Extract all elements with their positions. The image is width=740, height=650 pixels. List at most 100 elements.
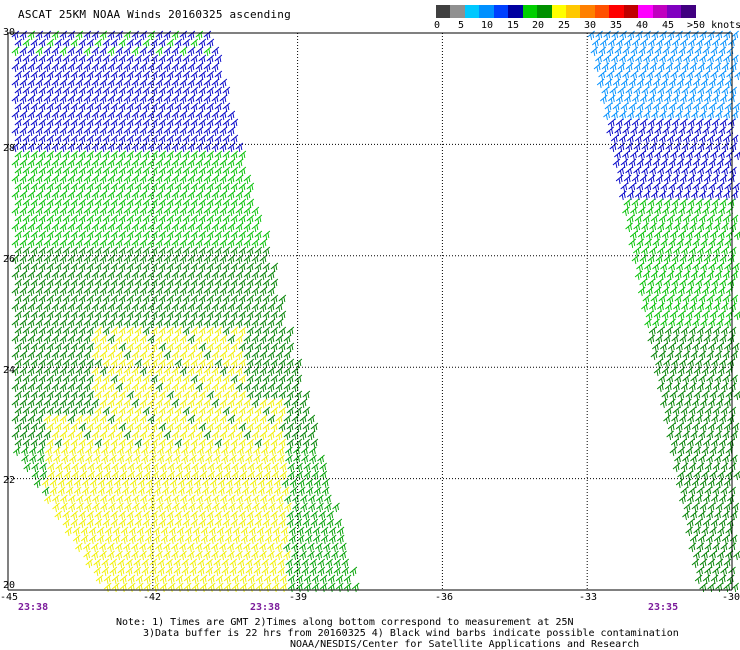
wind-barb: [309, 566, 318, 577]
wind-barb: [654, 126, 662, 137]
wind-barb: [131, 430, 140, 441]
wind-barb: [259, 398, 268, 409]
wind-barb: [142, 294, 151, 305]
wind-barb: [80, 534, 89, 545]
wind-barb: [675, 54, 683, 65]
wind-barb: [51, 350, 60, 361]
wind-barb: [283, 542, 291, 553]
wind-barb: [211, 350, 220, 361]
wind-barb: [131, 270, 140, 281]
wind-barb: [86, 182, 95, 193]
wind-barb: [601, 62, 610, 73]
wind-barb: [712, 94, 720, 105]
wind-barb: [277, 566, 286, 577]
wind-barb: [59, 126, 68, 137]
wind-barb: [710, 438, 719, 449]
wind-barb: [683, 342, 692, 353]
wind-barb: [681, 246, 689, 257]
wind-barb: [219, 94, 228, 105]
wind-barb: [688, 94, 696, 105]
wind-barb: [693, 526, 701, 537]
wind-barb: [606, 70, 614, 81]
wind-barb: [704, 542, 713, 553]
wind-barb: [335, 582, 344, 593]
wind-barb: [206, 198, 215, 209]
wind-barb: [189, 454, 197, 465]
wind-barb: [690, 190, 699, 201]
wind-barb: [230, 118, 239, 129]
wind-barb: [43, 238, 52, 249]
wind-barb: [134, 38, 143, 49]
wind-barb: [222, 134, 231, 145]
wind-barb: [349, 566, 358, 577]
wind-barb: [75, 94, 84, 105]
wind-barb: [721, 142, 730, 153]
wind-barb: [195, 174, 204, 185]
wind-barb: [134, 86, 143, 97]
wind-barb: [647, 198, 656, 209]
wind-barb: [206, 230, 215, 241]
wind-barb: [679, 334, 687, 345]
wind-barb: [134, 70, 143, 81]
wind-barb: [142, 310, 151, 321]
wind-barb: [148, 494, 156, 505]
wind-barb: [35, 206, 44, 217]
wind-barb: [254, 510, 262, 521]
wind-barb: [241, 486, 250, 497]
wind-barb: [38, 54, 47, 65]
wind-barb: [102, 182, 111, 193]
wind-barb: [235, 142, 244, 153]
wind-barb: [151, 582, 160, 593]
wind-barb: [631, 38, 640, 49]
wind-barb: [207, 574, 216, 585]
wind-barb: [131, 550, 139, 561]
wind-barb: [307, 430, 316, 441]
wind-barb: [251, 430, 260, 441]
wind-barb: [203, 382, 212, 393]
wind-barb: [230, 390, 239, 401]
wind-barb: [102, 510, 110, 521]
wind-barb: [14, 358, 23, 369]
wind-barb: [286, 390, 295, 401]
wind-barb: [166, 214, 175, 225]
wind-barb: [690, 350, 699, 361]
wind-barb: [195, 334, 204, 345]
wind-barb: [179, 254, 188, 265]
wind-barb: [668, 158, 677, 169]
wind-barb: [661, 390, 670, 401]
wind-barb: [139, 110, 148, 121]
wind-barb: [198, 38, 207, 49]
wind-barb: [207, 470, 216, 481]
wind-barb: [213, 454, 221, 465]
wind-barb: [30, 278, 39, 289]
wind-barb: [319, 574, 328, 585]
wind-barb: [686, 70, 694, 81]
wind-barb: [166, 54, 175, 65]
wind-barb: [275, 550, 283, 561]
wind-barb: [722, 214, 731, 225]
wind-barb: [139, 318, 148, 329]
wind-barb: [661, 230, 670, 241]
wind-barb: [94, 70, 103, 81]
wind-barb: [190, 406, 199, 417]
wind-barb: [223, 462, 231, 473]
wind-barb: [78, 358, 87, 369]
wind-barb: [86, 518, 95, 529]
wind-barb: [720, 94, 728, 105]
wind-barb: [65, 486, 74, 497]
wind-barb: [720, 542, 729, 553]
wind-barb: [241, 478, 250, 489]
wind-barb: [275, 318, 284, 329]
wind-barb: [53, 446, 61, 457]
wind-barb: [198, 86, 207, 97]
wind-barb: [27, 366, 36, 377]
wind-barb: [238, 342, 247, 353]
wind-barb: [165, 454, 173, 465]
colorbar-swatch: [681, 5, 696, 18]
wind-barb: [245, 454, 253, 465]
wind-barb: [47, 462, 55, 473]
wind-barb: [715, 422, 724, 433]
wind-barb: [30, 230, 39, 241]
wind-barb: [310, 518, 319, 529]
wind-barb: [731, 502, 740, 513]
